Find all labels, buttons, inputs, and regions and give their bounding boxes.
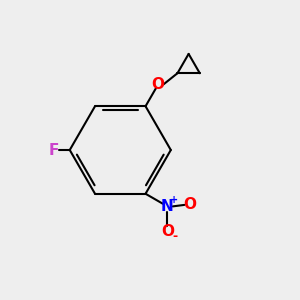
Text: O: O — [152, 77, 165, 92]
Text: O: O — [183, 197, 196, 212]
Text: O: O — [161, 224, 174, 239]
Text: -: - — [172, 230, 177, 243]
Text: F: F — [48, 142, 59, 158]
Text: N: N — [161, 199, 174, 214]
Text: +: + — [170, 195, 178, 206]
